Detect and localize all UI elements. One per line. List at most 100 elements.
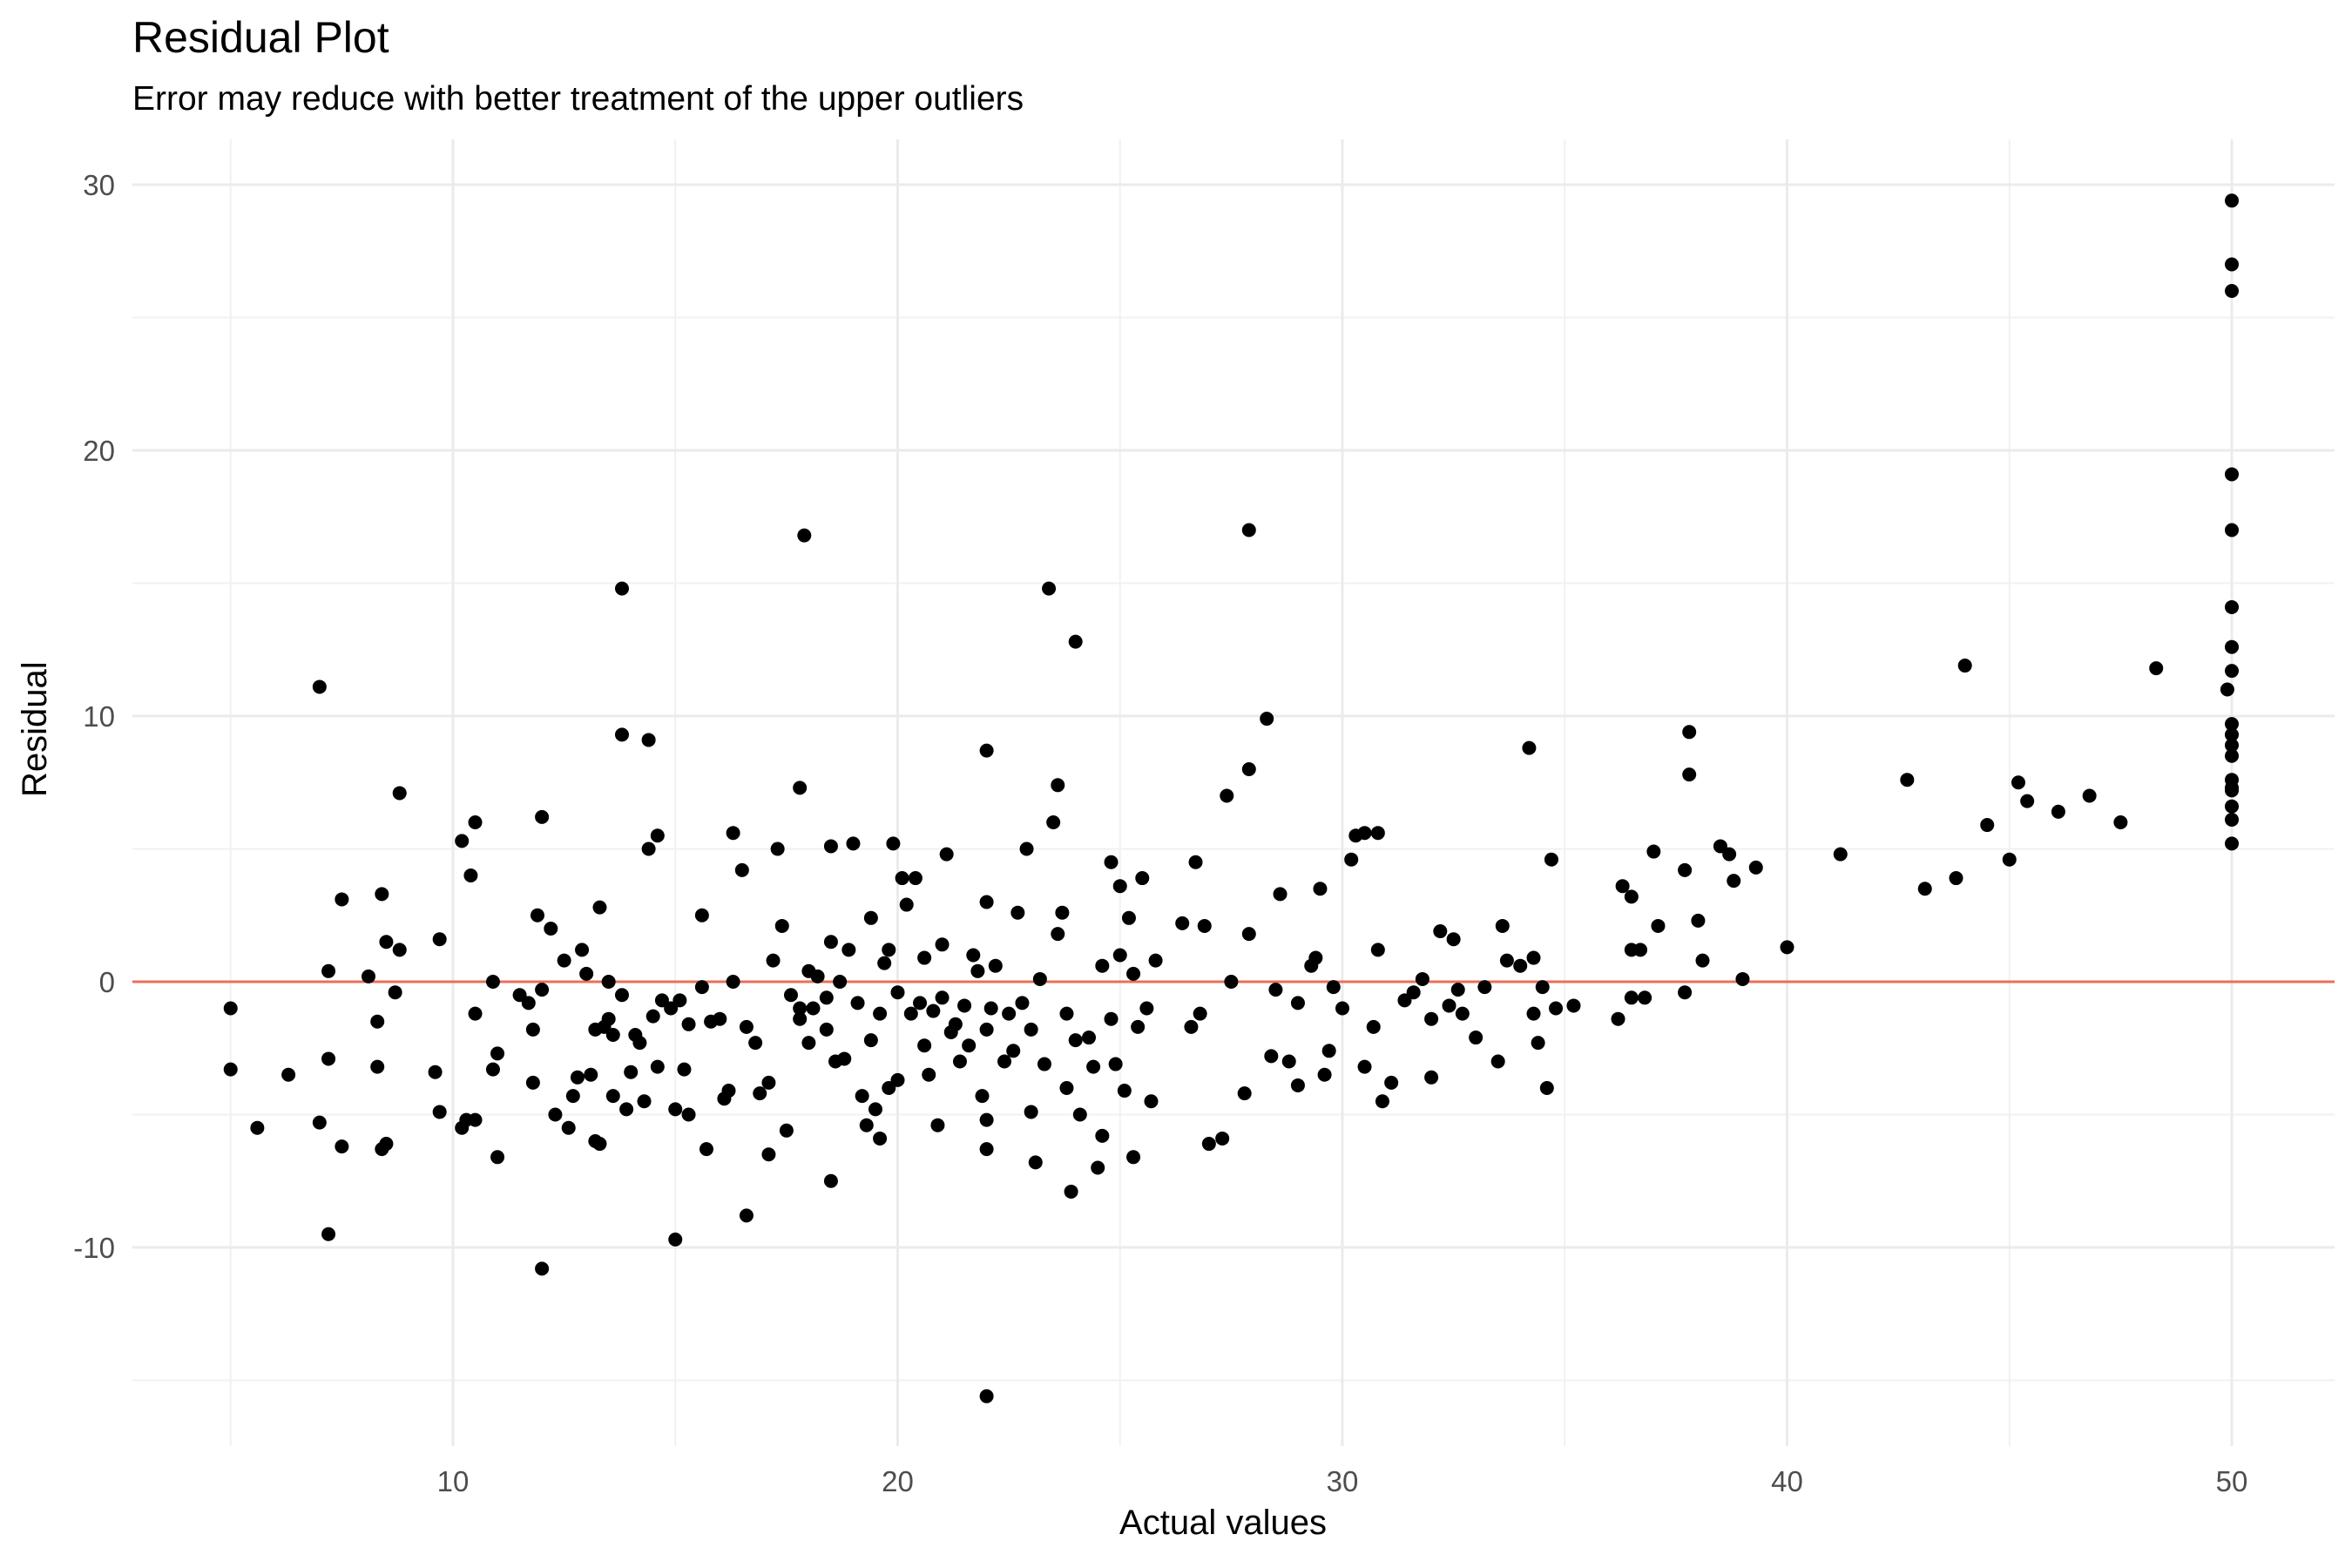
data-point (1722, 847, 1737, 862)
data-point (681, 1107, 696, 1122)
data-point (957, 998, 972, 1013)
data-point (917, 1038, 932, 1053)
data-point (908, 871, 923, 886)
data-point (819, 990, 834, 1005)
data-point (1695, 953, 1710, 968)
data-point (432, 932, 447, 947)
data-point (379, 1137, 394, 1152)
data-point (392, 786, 407, 801)
data-point (645, 1009, 660, 1024)
data-point (1019, 841, 1034, 856)
data-point (1522, 740, 1537, 755)
data-point (601, 1011, 616, 1026)
data-point (983, 1001, 998, 1016)
data-point (868, 1102, 882, 1117)
data-point (766, 953, 781, 968)
data-point (2225, 783, 2239, 798)
data-point (1900, 773, 1915, 787)
data-point (1308, 950, 1323, 965)
data-point (1104, 855, 1119, 869)
data-point (2220, 682, 2234, 697)
data-point (1095, 1128, 1110, 1143)
data-point (432, 1105, 447, 1119)
data-point (370, 1059, 385, 1074)
data-point (694, 980, 709, 995)
data-point (806, 1001, 821, 1016)
data-point (890, 1072, 905, 1087)
data-point (1446, 932, 1461, 947)
data-point (557, 953, 571, 968)
data-point (873, 1006, 888, 1021)
data-point (1531, 1036, 1545, 1051)
data-point (223, 1062, 238, 1077)
data-point (2225, 599, 2239, 614)
data-point (837, 1051, 852, 1066)
data-point (579, 966, 594, 981)
data-point (2225, 257, 2239, 272)
x-tick-label: 50 (2216, 1465, 2248, 1497)
data-point (1424, 1011, 1439, 1026)
data-point (1624, 889, 1639, 904)
data-point (877, 956, 892, 970)
data-point (2051, 804, 2065, 819)
data-point (1188, 855, 1203, 869)
data-point (979, 1022, 994, 1037)
data-point (1646, 844, 1661, 859)
data-point (1513, 958, 1528, 973)
data-point (362, 969, 376, 983)
data-point (823, 839, 838, 854)
data-point (370, 1014, 385, 1029)
data-point (650, 1059, 665, 1074)
y-axis-ticks: -10 0 10 20 30 (73, 169, 115, 1264)
data-point (1121, 910, 1136, 925)
data-point (1748, 860, 1763, 875)
data-point (1126, 966, 1141, 981)
data-point (903, 1006, 918, 1021)
data-point (1526, 1006, 1541, 1021)
data-point (997, 1054, 1012, 1069)
data-point (863, 1033, 878, 1048)
data-point (726, 826, 740, 841)
data-point (761, 1147, 776, 1162)
data-point (890, 985, 905, 1000)
data-point (1397, 993, 1412, 1008)
data-point (2020, 794, 2035, 808)
data-point (1833, 847, 1848, 862)
data-point (1455, 1006, 1470, 1021)
data-point (1055, 905, 1070, 920)
data-point (899, 897, 914, 912)
data-point (810, 969, 825, 983)
data-point (1624, 990, 1639, 1005)
data-point (521, 996, 536, 1010)
data-point (605, 1089, 620, 1104)
data-point (485, 1062, 500, 1077)
data-point (895, 871, 909, 886)
data-point (721, 1084, 736, 1098)
data-point (913, 996, 928, 1010)
data-point (1357, 826, 1372, 841)
data-point (592, 1137, 607, 1152)
data-point (975, 1089, 990, 1104)
data-point (1384, 1075, 1399, 1090)
data-point (1068, 634, 1083, 649)
y-tick-label: 10 (83, 700, 115, 733)
data-point (882, 1081, 896, 1095)
minor-gridlines (132, 139, 2335, 1446)
data-point (1273, 887, 1288, 902)
data-point (1220, 788, 1234, 803)
data-point (855, 1089, 869, 1104)
data-point (726, 975, 740, 989)
x-axis-label: Actual values (1119, 1504, 1327, 1542)
data-point (681, 1017, 696, 1031)
y-tick-label: 20 (83, 435, 115, 467)
data-point (1321, 1044, 1336, 1058)
data-point (886, 836, 901, 851)
data-point (2082, 788, 2097, 803)
data-point (979, 743, 994, 758)
data-point (321, 1227, 336, 1241)
data-point (250, 1120, 265, 1135)
data-point (797, 528, 812, 543)
data-point (1197, 918, 1212, 933)
data-point (2225, 773, 2239, 787)
